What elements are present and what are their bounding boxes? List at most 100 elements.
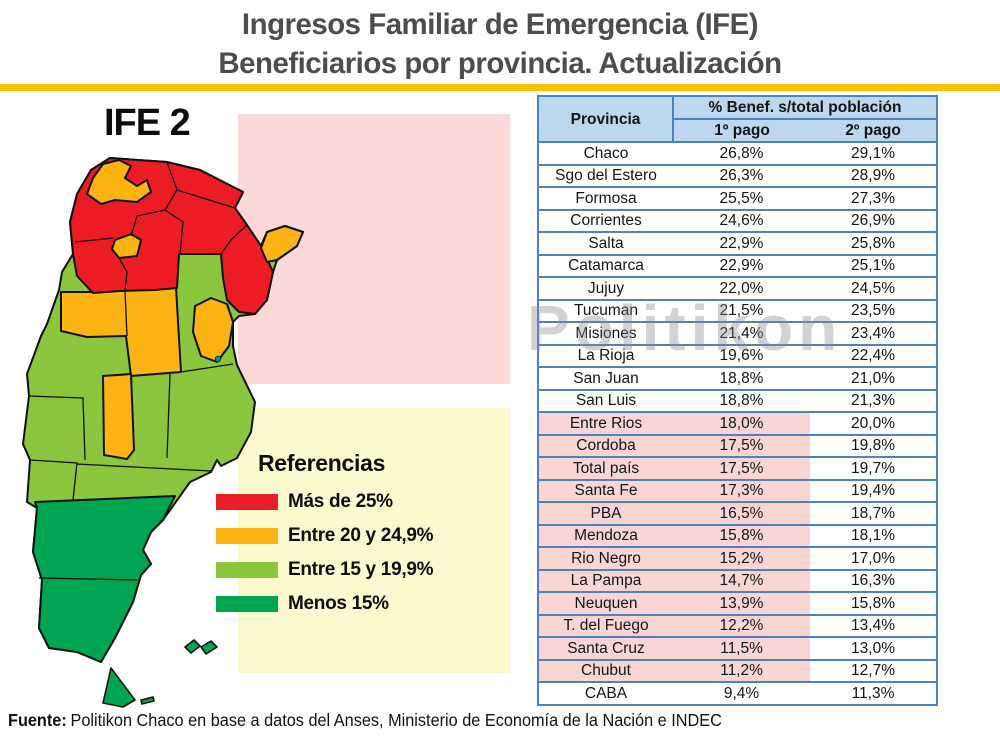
source-note: Fuente: Politikon Chaco en base a datos d… bbox=[8, 710, 722, 731]
province-cell: La Pampa bbox=[538, 568, 673, 592]
province-cell: Santa Cruz bbox=[538, 636, 673, 660]
pago2-cell: 27,3% bbox=[810, 186, 938, 210]
province-cell: Total país bbox=[538, 456, 673, 480]
legend-item-label: Menos 15% bbox=[288, 593, 389, 614]
legend-heading: Referencias bbox=[258, 450, 386, 476]
table-row: La Rioja 19,6% 22,4% bbox=[538, 343, 938, 367]
pago1-cell: 18,8% bbox=[673, 366, 810, 390]
map-region-malvinas-east bbox=[200, 640, 218, 655]
province-cell: CABA bbox=[538, 681, 673, 705]
table-row: Misiones 21,4% 23,4% bbox=[538, 321, 938, 345]
pago2-cell: 22,4% bbox=[810, 343, 938, 367]
province-cell: Neuquen bbox=[538, 591, 673, 615]
map-title: IFE 2 bbox=[104, 102, 191, 144]
table-row: Tucuman 21,5% 23,5% bbox=[538, 298, 938, 322]
map-region-isla-estados bbox=[140, 696, 155, 705]
pago2-cell: 13,4% bbox=[810, 613, 938, 637]
table-row: Chubut 11,2% 12,7% bbox=[538, 658, 938, 682]
pago2-cell: 29,1% bbox=[810, 141, 938, 165]
province-cell: La Rioja bbox=[538, 343, 673, 367]
province-cell: Santa Fe bbox=[538, 478, 673, 502]
pago2-cell: 20,0% bbox=[810, 411, 938, 435]
pago2-cell: 18,7% bbox=[810, 501, 938, 525]
pago1-cell: 22,9% bbox=[673, 253, 810, 277]
table-row: Santa Fe 17,3% 19,4% bbox=[538, 478, 938, 502]
table-row: Neuquen 13,9% 15,8% bbox=[538, 591, 938, 615]
pago2-cell: 26,9% bbox=[810, 208, 938, 232]
header-group: % Benef. s/total población bbox=[673, 96, 938, 120]
table-row: Catamarca 22,9% 25,1% bbox=[538, 253, 938, 277]
table-body: Chaco 26,8% 29,1% Sgo del Estero 26,3% 2… bbox=[538, 141, 938, 705]
source-label: Fuente: bbox=[8, 710, 67, 730]
province-cell: Salta bbox=[538, 231, 673, 255]
table-row: Corrientes 24,6% 26,9% bbox=[538, 208, 938, 232]
header-provincia: Provincia bbox=[538, 96, 674, 142]
pago1-cell: 11,2% bbox=[673, 658, 810, 682]
pago1-cell: 13,9% bbox=[673, 591, 810, 615]
pago1-cell: 15,2% bbox=[673, 546, 810, 570]
legend-color-swatch bbox=[216, 596, 278, 612]
province-cell: Formosa bbox=[538, 186, 673, 210]
header-pago2: 2º pago bbox=[810, 119, 938, 142]
legend-items: Más de 25% Entre 20 y 24,9% Entre 15 y 1… bbox=[216, 491, 433, 615]
pago2-cell: 21,3% bbox=[810, 388, 938, 412]
province-cell: PBA bbox=[538, 501, 673, 525]
pago2-cell: 25,1% bbox=[810, 253, 938, 277]
table-row: Sgo del Estero 26,3% 28,9% bbox=[538, 163, 938, 187]
table-row: CABA 9,4% 11,3% bbox=[538, 681, 938, 705]
pago2-cell: 18,1% bbox=[810, 523, 938, 547]
legend-item: Menos 15% bbox=[216, 593, 433, 615]
map-region-malvinas-west bbox=[184, 639, 201, 654]
pago1-cell: 26,8% bbox=[673, 141, 810, 165]
table-row: San Luis 18,8% 21,3% bbox=[538, 388, 938, 412]
pago2-cell: 28,9% bbox=[810, 163, 938, 187]
province-cell: Rio Negro bbox=[538, 546, 673, 570]
table-row: Salta 22,9% 25,8% bbox=[538, 231, 938, 255]
title-line-2: Beneficiarios por provincia. Actualizaci… bbox=[218, 47, 782, 80]
table-row: La Pampa 14,7% 16,3% bbox=[538, 568, 938, 592]
pago1-cell: 26,3% bbox=[673, 163, 810, 187]
table-row: Formosa 25,5% 27,3% bbox=[538, 186, 938, 210]
table-row: PBA 16,5% 18,7% bbox=[538, 501, 938, 525]
pago1-cell: 24,6% bbox=[673, 208, 810, 232]
province-cell: Chubut bbox=[538, 658, 673, 682]
title-line-1: Ingresos Familiar de Emergencia (IFE) bbox=[241, 8, 759, 41]
pago1-cell: 25,5% bbox=[673, 186, 810, 210]
table-row: Cordoba 17,5% 19,8% bbox=[538, 433, 938, 457]
map-region-caba bbox=[214, 355, 222, 363]
map-region-jujuy bbox=[86, 159, 152, 205]
legend-color-swatch bbox=[216, 528, 278, 544]
argentina-choropleth-map bbox=[22, 157, 304, 708]
pago2-cell: 23,5% bbox=[810, 298, 938, 322]
province-cell: Misiones bbox=[538, 321, 673, 345]
province-cell: Cordoba bbox=[538, 433, 673, 457]
province-data-table: Provincia % Benef. s/total población 1º … bbox=[537, 95, 939, 706]
legend-item-label: Entre 15 y 19,9% bbox=[288, 559, 434, 580]
pago2-cell: 19,8% bbox=[810, 433, 938, 457]
pago1-cell: 11,5% bbox=[673, 636, 810, 660]
province-cell: Entre Rios bbox=[538, 411, 673, 435]
pago1-cell: 22,0% bbox=[673, 276, 810, 300]
province-cell: Chaco bbox=[538, 141, 673, 165]
province-cell: T. del Fuego bbox=[538, 613, 673, 637]
pago2-cell: 17,0% bbox=[810, 546, 938, 570]
pago1-cell: 17,5% bbox=[673, 456, 810, 480]
pago2-cell: 23,4% bbox=[810, 321, 938, 345]
legend-color-swatch bbox=[216, 562, 278, 578]
pago1-cell: 18,8% bbox=[673, 388, 810, 412]
table-row: Santa Cruz 11,5% 13,0% bbox=[538, 636, 938, 660]
pago1-cell: 12,2% bbox=[673, 613, 810, 637]
province-cell: San Juan bbox=[538, 366, 673, 390]
pago1-cell: 22,9% bbox=[673, 231, 810, 255]
pago2-cell: 16,3% bbox=[810, 568, 938, 592]
legend-item: Entre 20 y 24,9% bbox=[216, 525, 433, 547]
title-divider-bar bbox=[0, 84, 1000, 91]
pago2-cell: 21,0% bbox=[810, 366, 938, 390]
map-region-tierra-del-fuego bbox=[102, 667, 136, 708]
table-row: Chaco 26,8% 29,1% bbox=[538, 141, 938, 165]
legend: Referencias Más de 25% Entre 20 y 24,9% … bbox=[216, 450, 433, 627]
table-row: Mendoza 15,8% 18,1% bbox=[538, 523, 938, 547]
table-row: San Juan 18,8% 21,0% bbox=[538, 366, 938, 390]
table-row: T. del Fuego 12,2% 13,4% bbox=[538, 613, 938, 637]
pago2-cell: 13,0% bbox=[810, 636, 938, 660]
